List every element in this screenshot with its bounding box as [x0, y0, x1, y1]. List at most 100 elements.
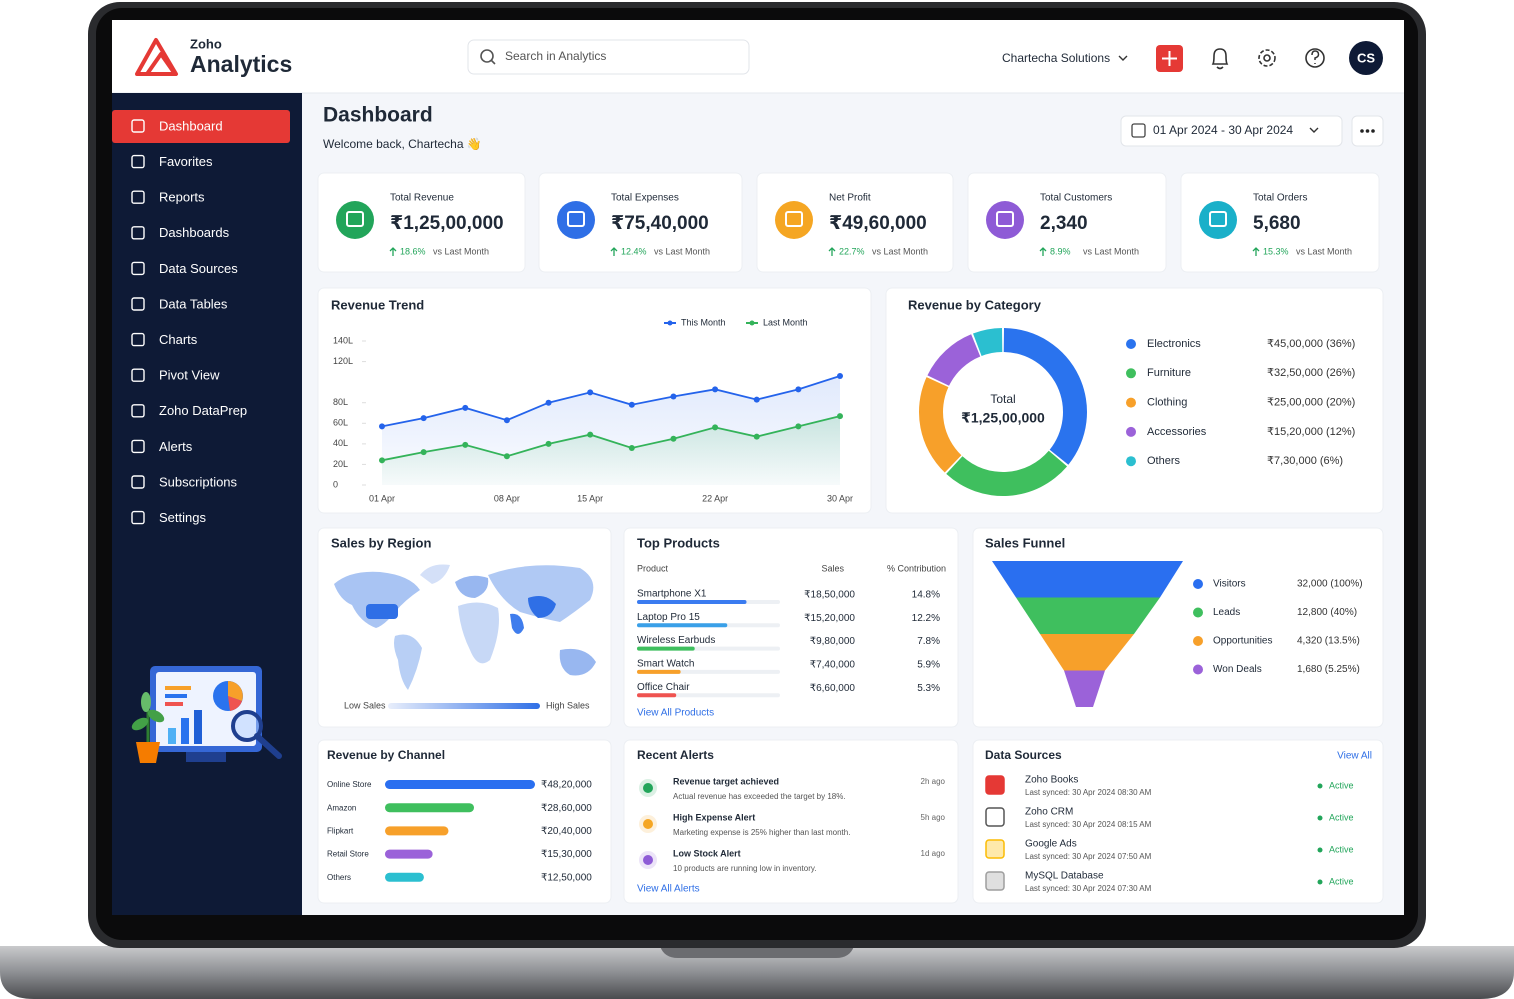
legend-swatch [1126, 456, 1136, 467]
org-selector[interactable]: Chartecha Solutions [1002, 51, 1110, 65]
data-point [545, 440, 552, 447]
data-point [837, 413, 843, 420]
nav-icon [131, 439, 145, 454]
source-name: Zoho Books [1025, 775, 1078, 786]
help-icon[interactable] [1305, 48, 1325, 68]
nav-item[interactable]: Reports [159, 190, 205, 205]
legend-value: 4,320 (13.5%) [1297, 636, 1360, 647]
source-synced: Last synced: 30 Apr 2024 08:15 AM [1025, 820, 1152, 829]
data-point [753, 396, 760, 403]
bar-value: ₹12,50,000 [541, 872, 592, 883]
legend-label: Accessories [1147, 426, 1207, 438]
legend-swatch [749, 320, 755, 326]
donut-segment [946, 450, 1068, 497]
bar-label: Flipkart [327, 827, 354, 836]
data-point [462, 441, 469, 448]
y-tick-label: 60L [333, 418, 348, 428]
data-point [753, 433, 760, 440]
nav-item[interactable]: Zoho DataPrep [159, 403, 247, 418]
nav-icon [131, 154, 145, 169]
search-icon [490, 59, 496, 65]
legend-label: Others [1147, 455, 1181, 467]
bar [385, 780, 535, 789]
nav-item[interactable]: Subscriptions [159, 474, 238, 489]
kpi-value: ₹1,25,00,000 [390, 213, 504, 234]
org-chevron[interactable] [1118, 55, 1128, 61]
alert-description: Marketing expense is 25% higher than las… [673, 828, 850, 837]
legend-label: High Sales [546, 700, 590, 710]
source-status: Active [1329, 812, 1354, 822]
nav-icon [131, 475, 145, 489]
nav-item[interactable]: Charts [159, 332, 198, 347]
top-bar [112, 20, 1404, 93]
card [972, 739, 1384, 904]
date-range[interactable]: 01 Apr 2024 - 30 Apr 2024 [1153, 123, 1293, 137]
legend-label: Last Month [763, 317, 808, 327]
kpi-label: Total Orders [1253, 193, 1307, 204]
search-box[interactable] [467, 39, 750, 75]
nav-icon [131, 226, 145, 240]
kpi-icon [336, 201, 374, 239]
status-dot [1317, 847, 1323, 853]
world-map [334, 564, 596, 690]
settings-icon[interactable] [1258, 49, 1276, 67]
series-area [382, 416, 840, 485]
card-title: Recent Alerts [637, 748, 714, 762]
bar-label: Amazon [327, 803, 356, 812]
nav-item[interactable]: Pivot View [159, 368, 220, 383]
nav-item[interactable]: Favorites [159, 154, 213, 169]
data-point [462, 404, 469, 411]
view-all-link[interactable]: View All Products [637, 708, 714, 719]
kpi-compare: vs Last Month [1083, 246, 1139, 256]
nav-item[interactable]: Dashboard [159, 118, 223, 133]
legend-swatch [1193, 579, 1203, 589]
date-chevron [1309, 127, 1319, 133]
card-title: Revenue by Channel [327, 748, 445, 762]
nav-item[interactable]: Settings [159, 510, 206, 525]
welcome-text: Welcome back, Chartecha 👋 [323, 137, 482, 151]
product-sales: ₹7,40,000 [810, 660, 856, 671]
nav-item[interactable]: Data Tables [159, 296, 228, 311]
contribution-bar [637, 600, 747, 604]
trend-arrow [389, 247, 397, 256]
avatar[interactable] [1349, 41, 1383, 75]
trend-arrow [1252, 247, 1260, 256]
data-point [712, 386, 719, 393]
data-point [587, 389, 594, 396]
notifications-icon[interactable] [1211, 48, 1229, 70]
legend-label: Electronics [1147, 338, 1201, 350]
kpi-change: 8.9% [1050, 246, 1071, 256]
nav-item[interactable]: Data Sources [159, 261, 238, 276]
bar-value: ₹15,30,000 [541, 849, 592, 860]
nav-item[interactable]: Alerts [159, 439, 193, 454]
kpi-change: 22.7% [839, 246, 865, 256]
more-icon [1360, 129, 1375, 133]
x-tick-label: 01 Apr [369, 493, 395, 503]
product-sales: ₹18,50,000 [804, 590, 855, 601]
product-name: Smart Watch [637, 659, 694, 670]
view-all-link[interactable]: View All Alerts [637, 884, 700, 895]
kpi-icon-glyph [567, 211, 585, 227]
alert-title: Low Stock Alert [673, 848, 741, 858]
bar-value: ₹28,60,000 [541, 803, 592, 814]
kpi-change: 12.4% [621, 246, 647, 256]
data-point [712, 424, 719, 431]
active-nav-highlight [112, 110, 290, 143]
date-range-picker[interactable] [1120, 115, 1343, 147]
nav-item[interactable]: Dashboards [159, 225, 230, 240]
legend-swatch [1193, 607, 1203, 618]
series-line [381, 375, 841, 428]
legend-value: ₹32,50,000 (26%) [1267, 367, 1355, 379]
search-placeholder: Search in Analytics [505, 49, 606, 63]
data-point [795, 423, 802, 430]
card [972, 527, 1384, 728]
y-tick-label: 140L [333, 335, 353, 345]
product-name: Laptop Pro 15 [637, 612, 700, 623]
view-all-link[interactable]: View All [1337, 751, 1372, 762]
legend-label: Visitors [1213, 579, 1246, 590]
kpi-value: ₹49,60,000 [829, 213, 927, 234]
data-point [670, 393, 677, 400]
nav-icon [131, 119, 145, 133]
bar-label: Others [327, 873, 351, 882]
